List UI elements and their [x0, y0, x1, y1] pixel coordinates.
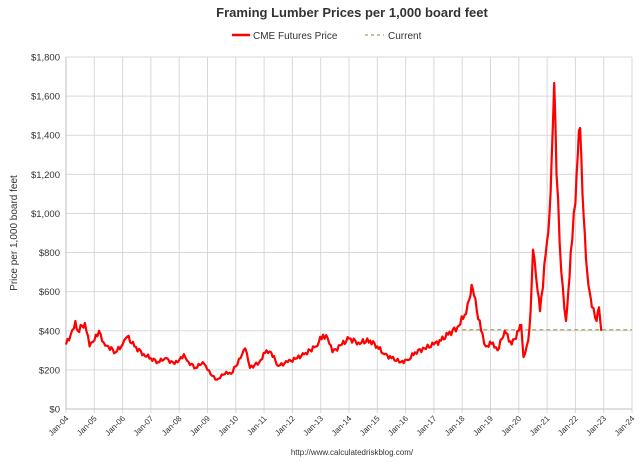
x-tick-label: Jan-06: [103, 414, 127, 438]
legend: CME Futures Price Current: [232, 31, 422, 42]
y-tick-label: $1,800: [31, 53, 60, 64]
y-tick-label: $0: [49, 405, 60, 416]
x-tick-label: Jan-20: [500, 414, 524, 438]
y-tick-label: $800: [39, 248, 60, 259]
y-tick-label: $1,000: [31, 209, 60, 220]
x-tick-label: Jan-22: [556, 414, 580, 438]
x-tick-label: Jan-04: [47, 414, 71, 438]
legend-label-cme: CME Futures Price: [253, 31, 338, 42]
y-tick-label: $1,200: [31, 170, 60, 181]
x-tick-label: Jan-14: [330, 414, 354, 438]
cme-futures-price-line: [64, 81, 603, 381]
x-tick-label: Jan-11: [245, 414, 269, 438]
x-tick-label: Jan-13: [301, 414, 325, 438]
y-tick-label: $1,400: [31, 131, 60, 142]
source-url: http://www.calculatedriskblog.com/: [291, 448, 414, 457]
x-tick-label: Jan-10: [217, 414, 241, 438]
y-tick-label: $600: [39, 287, 60, 298]
legend-label-current: Current: [388, 31, 422, 42]
y-tick-label: $400: [39, 326, 60, 337]
x-tick-label: Jan-07: [132, 414, 156, 438]
x-tick-label: Jan-19: [471, 414, 495, 438]
series-layer: [64, 81, 632, 381]
x-tick-label: Jan-05: [75, 414, 99, 438]
y-axis-ticks: $0 $200 $400 $600 $800 $1,000 $1,200 $1,400 $1,6…: [31, 53, 60, 416]
x-tick-label: Jan-23: [584, 414, 608, 438]
x-tick-label: Jan-21: [528, 414, 552, 438]
chart-title: Framing Lumber Prices per 1,000 board fe…: [216, 5, 488, 20]
x-tick-label: Jan-08: [160, 414, 184, 438]
x-tick-label: Jan-09: [188, 414, 212, 438]
x-tick-label: Jan-12: [273, 414, 297, 438]
x-tick-label: Jan-16: [386, 414, 410, 438]
x-axis-ticks: Jan-04 Jan-05 Jan-06 Jan-07 Jan-08 Jan-09 Jan-…: [47, 414, 637, 438]
grid: [65, 56, 633, 413]
x-tick-label: Jan-17: [415, 414, 439, 438]
x-tick-label: Jan-24: [613, 414, 637, 438]
x-tick-label: Jan-18: [443, 414, 467, 438]
x-tick-label: Jan-15: [358, 414, 382, 438]
y-axis-label: Price per 1,000 board feet: [9, 175, 20, 291]
y-tick-label: $1,600: [31, 92, 60, 103]
y-tick-label: $200: [39, 365, 60, 376]
